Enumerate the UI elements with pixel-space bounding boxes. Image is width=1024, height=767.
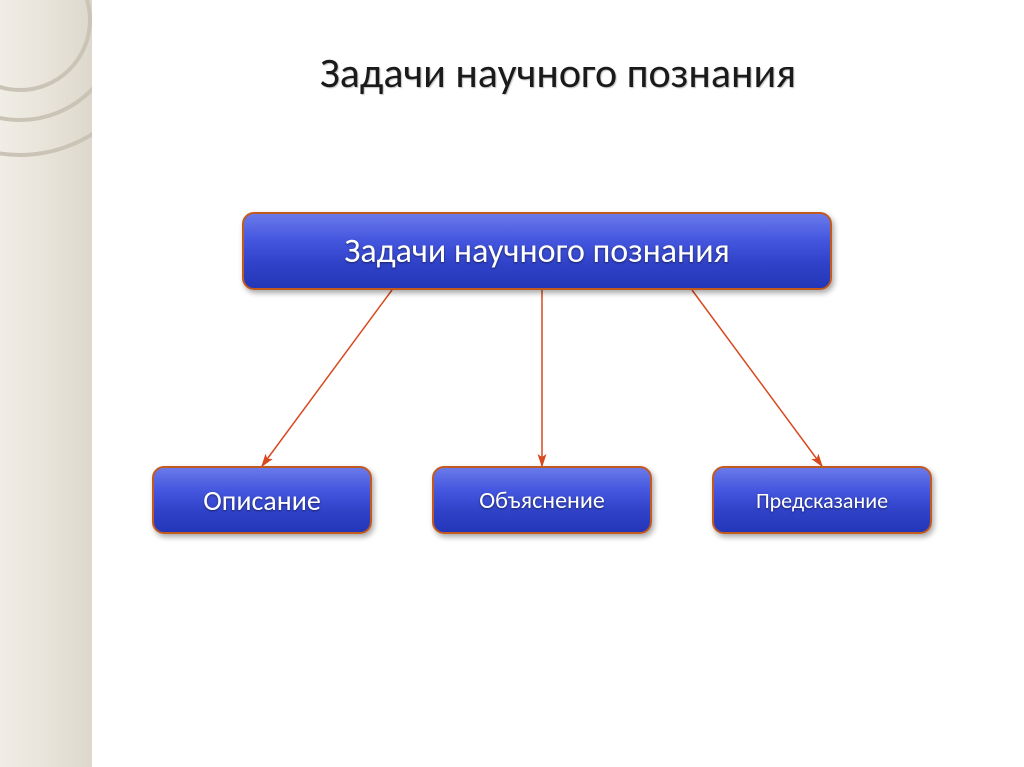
diagram-child-box-1: Объяснение: [432, 466, 652, 534]
diagram-edge-0: [262, 290, 392, 466]
diagram-child-box-2: Предсказание: [712, 466, 932, 534]
decorative-sidebar: [0, 0, 92, 767]
diagram-edge-2: [692, 290, 822, 466]
diagram-arrows: [92, 0, 1024, 767]
slide-title: Задачи научного познания: [92, 48, 1024, 99]
slide-content: Задачи научного познания Задачи научного…: [92, 0, 1024, 767]
diagram-child-box-0: Описание: [152, 466, 372, 534]
diagram-parent-box: Задачи научного познания: [242, 212, 832, 290]
circles-decoration: [0, 0, 92, 767]
